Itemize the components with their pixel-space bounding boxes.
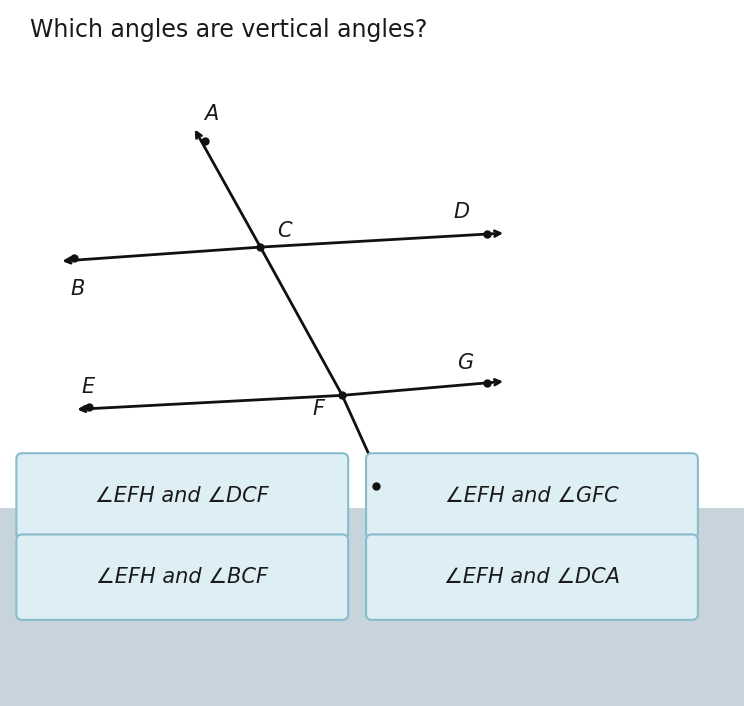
Text: H: H: [368, 507, 384, 527]
Text: ∠EFH and ∠DCF: ∠EFH and ∠DCF: [95, 486, 269, 506]
Text: C: C: [277, 222, 292, 241]
FancyBboxPatch shape: [16, 453, 348, 539]
Text: ∠EFH and ∠GFC: ∠EFH and ∠GFC: [445, 486, 619, 506]
FancyBboxPatch shape: [366, 534, 698, 620]
Text: Which angles are vertical angles?: Which angles are vertical angles?: [30, 18, 427, 42]
FancyBboxPatch shape: [366, 453, 698, 539]
FancyBboxPatch shape: [16, 534, 348, 620]
Text: B: B: [71, 279, 85, 299]
Text: G: G: [458, 353, 474, 373]
Text: E: E: [82, 377, 95, 397]
Bar: [0, 0, 744, 508]
Text: ∠EFH and ∠DCA: ∠EFH and ∠DCA: [444, 567, 620, 587]
Text: F: F: [312, 399, 324, 419]
Text: D: D: [454, 202, 470, 222]
Text: A: A: [205, 104, 219, 124]
Text: ∠EFH and ∠BCF: ∠EFH and ∠BCF: [96, 567, 269, 587]
